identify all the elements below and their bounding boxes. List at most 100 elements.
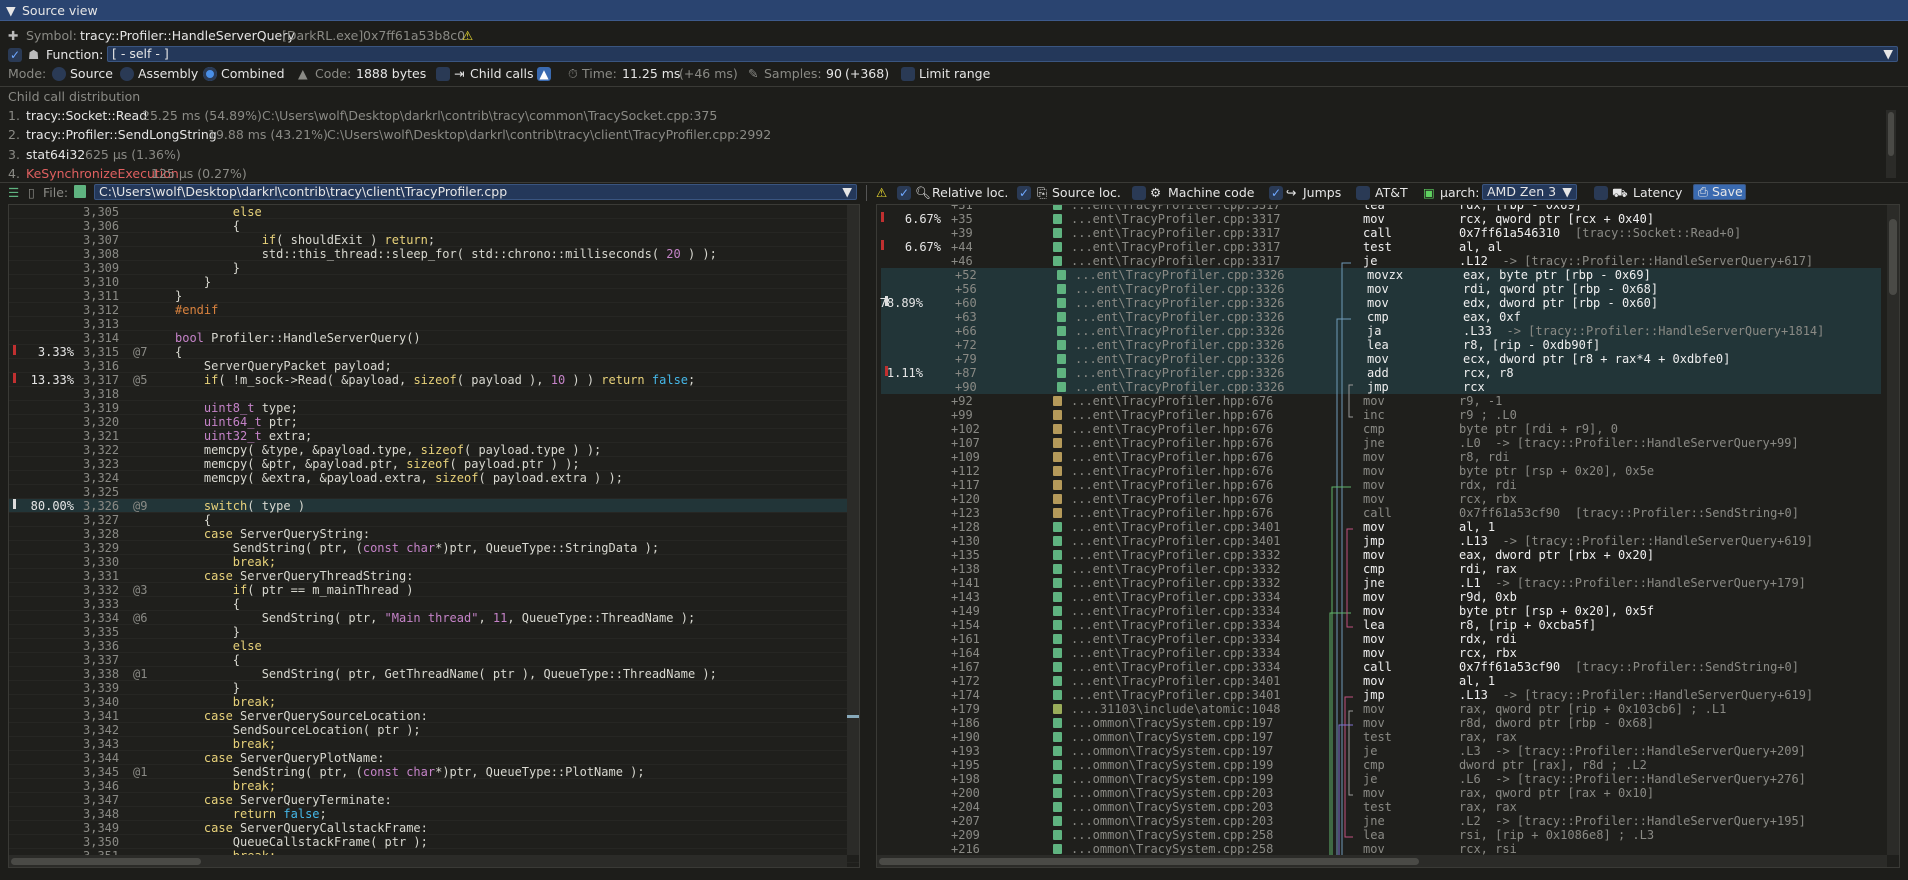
- source-line[interactable]: 3,307 if( shouldExit ) return;: [9, 233, 859, 247]
- mode-combined-label[interactable]: Combined: [221, 66, 285, 81]
- source-line[interactable]: 3,319 uint8_t type;: [9, 401, 859, 415]
- source-location[interactable]: ...ommon\TracySystem.cpp:199: [1071, 772, 1274, 786]
- source-line[interactable]: 3,342 SendSourceLocation( ptr );: [9, 723, 859, 737]
- assembly-line[interactable]: 1.11% +87 ...ent\TracyProfiler.cpp:3326 add…: [881, 366, 1881, 380]
- source-pane[interactable]: 3,305 else 3,306 {3,307 if( shouldExit ) …: [8, 204, 860, 868]
- source-line[interactable]: 3,310 }: [9, 275, 859, 289]
- assembly-line[interactable]: +186 ...ommon\TracySystem.cpp:197 mov r8d, …: [877, 716, 1899, 730]
- source-location[interactable]: ...ent\TracyProfiler.hpp:676: [1071, 450, 1274, 464]
- assembly-line[interactable]: +31 ...ent\TracyProfiler.cpp:3317 lea rdx, …: [877, 205, 1899, 212]
- child-call-name[interactable]: stat64i32: [26, 146, 86, 162]
- att-checkbox[interactable]: [1356, 186, 1370, 200]
- source-line[interactable]: 3,329 SendString( ptr, (const char*)ptr,…: [9, 541, 859, 555]
- source-line[interactable]: 3,321 uint32_t extra;: [9, 429, 859, 443]
- function-select[interactable]: [ - self - ] ▼: [107, 46, 1898, 62]
- file-select[interactable]: C:\Users\wolf\Desktop\darkrl\contrib\tra…: [94, 184, 857, 200]
- source-location[interactable]: ...ent\TracyProfiler.hpp:676: [1071, 422, 1274, 436]
- assembly-line[interactable]: +52 ...ent\TracyProfiler.cpp:3326 movzx eax…: [881, 268, 1881, 282]
- source-location[interactable]: ...ommon\TracySystem.cpp:258: [1071, 828, 1274, 842]
- source-line[interactable]: 3,305 else: [9, 205, 859, 219]
- source-location[interactable]: ...ommon\TracySystem.cpp:199: [1071, 758, 1274, 772]
- source-location[interactable]: ...ent\TracyProfiler.cpp:3326: [1075, 296, 1285, 310]
- jump-target[interactable]: -> [tracy::Profiler::HandleServerQuery+6…: [1502, 534, 1814, 548]
- assembly-line[interactable]: +135 ...ent\TracyProfiler.cpp:3332 mov eax,…: [877, 548, 1899, 562]
- source-line[interactable]: 3,313: [9, 317, 859, 331]
- source-line[interactable]: 3,336 else: [9, 639, 859, 653]
- source-line[interactable]: 80.00% 3,326 @9 switch( type ): [9, 499, 859, 513]
- source-line[interactable]: 3,350 QueueCallstackFrame( ptr );: [9, 835, 859, 849]
- source-location[interactable]: ...ent\TracyProfiler.cpp:3401: [1071, 520, 1281, 534]
- child-call-path[interactable]: C:\Users\wolf\Desktop\darkrl\contrib\tra…: [327, 127, 772, 143]
- mode-combined-radio[interactable]: [203, 67, 217, 81]
- source-location[interactable]: ...ent\TracyProfiler.cpp:3326: [1075, 324, 1285, 338]
- source-horizontal-scrollbar[interactable]: [9, 855, 847, 867]
- source-location[interactable]: ...ommon\TracySystem.cpp:197: [1071, 730, 1274, 744]
- limit-range-checkbox[interactable]: [901, 67, 915, 81]
- source-location[interactable]: ...ent\TracyProfiler.cpp:3401: [1071, 688, 1281, 702]
- jump-target[interactable]: [tracy::Socket::Read+0]: [1575, 226, 1742, 240]
- source-location[interactable]: ...ent\TracyProfiler.cpp:3334: [1071, 632, 1281, 646]
- source-line[interactable]: 3,306 {: [9, 219, 859, 233]
- source-location[interactable]: ...ent\TracyProfiler.hpp:676: [1071, 394, 1274, 408]
- source-line[interactable]: 3,311}: [9, 289, 859, 303]
- assembly-vertical-scrollbar[interactable]: [1887, 205, 1899, 855]
- source-line[interactable]: 3,320 uint64_t ptr;: [9, 415, 859, 429]
- source-line[interactable]: 3,337 {: [9, 653, 859, 667]
- source-location[interactable]: ...ommon\TracySystem.cpp:197: [1071, 744, 1274, 758]
- jump-target[interactable]: -> [tracy::Profiler::HandleServerQuery+1…: [1506, 324, 1825, 338]
- mode-source-label[interactable]: Source: [70, 66, 113, 81]
- assembly-line[interactable]: +66 ...ent\TracyProfiler.cpp:3326 ja .L33 ->…: [881, 324, 1881, 338]
- assembly-line[interactable]: +46 ...ent\TracyProfiler.cpp:3317 je .L12 ->…: [877, 254, 1899, 268]
- assembly-line[interactable]: +90 ...ent\TracyProfiler.cpp:3326 jmp rcx: [881, 380, 1881, 394]
- source-vertical-scrollbar[interactable]: [847, 205, 859, 855]
- source-line[interactable]: 3.33% 3,315 @7 {: [9, 345, 859, 359]
- source-location[interactable]: ...ent\TracyProfiler.hpp:676: [1071, 464, 1274, 478]
- child-calls-label[interactable]: Child calls: [470, 66, 534, 81]
- assembly-line[interactable]: +138 ...ent\TracyProfiler.cpp:3332 cmp rdi,…: [877, 562, 1899, 576]
- assembly-line[interactable]: +102 ...ent\TracyProfiler.hpp:676 cmp byte …: [877, 422, 1899, 436]
- source-line[interactable]: 3,314 bool Profiler::HandleServerQuery(): [9, 331, 859, 345]
- jump-target[interactable]: -> [tracy::Profiler::HandleServerQuery+6…: [1502, 254, 1814, 268]
- assembly-line[interactable]: 78.89% +60 ...ent\TracyProfiler.cpp:3326 mo…: [880, 296, 1881, 310]
- latency-label[interactable]: Latency: [1633, 185, 1683, 200]
- source-line[interactable]: 3,316 ServerQueryPacket payload;: [9, 359, 859, 373]
- relative-loc-label[interactable]: Relative loc.: [932, 185, 1009, 200]
- att-label[interactable]: AT&T: [1375, 185, 1408, 200]
- assembly-line[interactable]: +149 ...ent\TracyProfiler.cpp:3334 mov byte…: [877, 604, 1899, 618]
- child-calls-sort-button[interactable]: ▲: [537, 67, 551, 81]
- source-line[interactable]: 3,343 break;: [9, 737, 859, 751]
- child-call-path[interactable]: C:\Users\wolf\Desktop\darkrl\contrib\tra…: [262, 108, 718, 123]
- source-location[interactable]: ...ommon\TracySystem.cpp:197: [1071, 716, 1274, 730]
- source-location[interactable]: ...ent\TracyProfiler.cpp:3326: [1075, 310, 1285, 324]
- assembly-line[interactable]: +99 ...ent\TracyProfiler.hpp:676 inc r9 ; .…: [877, 408, 1899, 422]
- mode-assembly-label[interactable]: Assembly: [138, 66, 199, 81]
- save-button[interactable]: ⎙ Save: [1693, 184, 1746, 200]
- assembly-line[interactable]: +123 ...ent\TracyProfiler.hpp:676 call 0x7f…: [877, 506, 1899, 520]
- source-line[interactable]: 3,327 {: [9, 513, 859, 527]
- source-line[interactable]: 3,341 case ServerQuerySourceLocation:: [9, 709, 859, 723]
- source-line[interactable]: 3,338 @1 SendString( ptr, GetThreadName( …: [9, 667, 859, 681]
- source-location[interactable]: ...ent\TracyProfiler.hpp:676: [1071, 436, 1274, 450]
- assembly-line[interactable]: +79 ...ent\TracyProfiler.cpp:3326 mov ecx, …: [881, 352, 1881, 366]
- source-line[interactable]: 3,345 @1 SendString( ptr, (const char*)pt…: [9, 765, 859, 779]
- assembly-line[interactable]: +167 ...ent\TracyProfiler.cpp:3334 call 0x7…: [877, 660, 1899, 674]
- assembly-line[interactable]: +190 ...ommon\TracySystem.cpp:197 test rax,…: [877, 730, 1899, 744]
- source-location[interactable]: ...ommon\TracySystem.cpp:203: [1071, 814, 1274, 828]
- source-location[interactable]: ...ommon\TracySystem.cpp:203: [1071, 800, 1274, 814]
- source-location[interactable]: ...ent\TracyProfiler.hpp:676: [1071, 478, 1274, 492]
- source-location[interactable]: ...ent\TracyProfiler.cpp:3334: [1071, 604, 1281, 618]
- source-location[interactable]: ...ent\TracyProfiler.hpp:676: [1071, 506, 1274, 520]
- source-line[interactable]: 13.33% 3,317 @5 if( !m_sock->Read( &payloa…: [9, 373, 859, 387]
- assembly-line[interactable]: +198 ...ommon\TracySystem.cpp:199 je .L6 -> …: [877, 772, 1899, 786]
- limit-range-label[interactable]: Limit range: [919, 66, 991, 81]
- source-location[interactable]: ...ent\TracyProfiler.cpp:3332: [1071, 548, 1281, 562]
- source-location[interactable]: ...ent\TracyProfiler.cpp:3326: [1075, 282, 1285, 296]
- source-location[interactable]: ...ent\TracyProfiler.cpp:3334: [1071, 646, 1281, 660]
- source-line[interactable]: 3,324 memcpy( &extra, &payload.extra, si…: [9, 471, 859, 485]
- machine-code-checkbox[interactable]: [1132, 186, 1146, 200]
- assembly-line[interactable]: +39 ...ent\TracyProfiler.cpp:3317 call 0x7f…: [877, 226, 1899, 240]
- jump-target[interactable]: [tracy::Profiler::SendString+0]: [1575, 506, 1799, 520]
- source-line[interactable]: 3,323 memcpy( &ptr, &payload.ptr, sizeof…: [9, 457, 859, 471]
- source-location[interactable]: ...ent\TracyProfiler.cpp:3326: [1075, 352, 1285, 366]
- source-loc-label[interactable]: Source loc.: [1052, 185, 1121, 200]
